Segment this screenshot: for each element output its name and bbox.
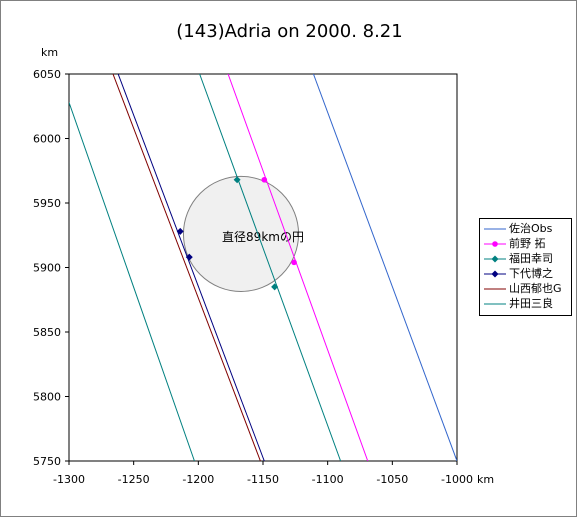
series-line-3 bbox=[117, 74, 265, 461]
y-tick-label-2: 5850 bbox=[33, 326, 61, 339]
legend-label: 佐治Obs bbox=[509, 222, 553, 235]
y-tick-label-6: 6050 bbox=[33, 68, 61, 81]
legend-marker bbox=[492, 241, 498, 247]
legend-swatch bbox=[484, 270, 506, 278]
series-point-3-1 bbox=[185, 253, 193, 261]
legend-item: 福田幸司 bbox=[480, 252, 571, 267]
legend-label: 山西郁也G bbox=[509, 282, 562, 295]
legend-item: 佐治Obs bbox=[480, 222, 571, 237]
legend-label: 下代博之 bbox=[509, 267, 553, 280]
y-axis-label: km bbox=[41, 46, 58, 59]
series-line-4 bbox=[112, 74, 261, 461]
series-lines bbox=[69, 74, 457, 461]
legend-marker bbox=[491, 270, 499, 278]
legend-swatch bbox=[484, 303, 506, 305]
legend-swatch bbox=[484, 228, 506, 230]
x-tick-label-2: -1200 bbox=[182, 473, 214, 486]
x-tick-label-0: -1300 bbox=[53, 473, 85, 486]
series-point-1-0 bbox=[261, 176, 268, 183]
legend-swatch bbox=[484, 255, 506, 263]
legend-label: 福田幸司 bbox=[509, 252, 553, 265]
legend-label: 井田三良 bbox=[509, 297, 553, 310]
legend-label: 前野 拓 bbox=[509, 237, 546, 250]
size-circle bbox=[182, 175, 300, 293]
x-tick-label-5: -1050 bbox=[376, 473, 408, 486]
legend-item: 下代博之 bbox=[480, 267, 571, 282]
legend-swatch bbox=[484, 241, 506, 247]
series-line-0 bbox=[312, 74, 457, 461]
y-tick-label-4: 5950 bbox=[33, 197, 61, 210]
series-point-2-1 bbox=[271, 283, 279, 291]
legend-item: 井田三良 bbox=[480, 297, 571, 312]
legend: 佐治Obs 前野 拓福田幸司下代博之山西郁也G 井田三良 bbox=[479, 218, 572, 316]
circle-label: 直径89kmの円 bbox=[222, 230, 304, 244]
y-tick-label-1: 5800 bbox=[33, 391, 61, 404]
legend-marker bbox=[491, 255, 499, 263]
x-tick-label-6: -1000 bbox=[441, 473, 473, 486]
x-tick-label-1: -1250 bbox=[118, 473, 150, 486]
series-point-3-0 bbox=[176, 227, 184, 235]
legend-item: 山西郁也G bbox=[480, 282, 571, 297]
legend-item: 前野 拓 bbox=[480, 237, 571, 252]
series-line-5 bbox=[69, 102, 195, 461]
chart-title: (143)Adria on 2000. 8.21 bbox=[176, 21, 403, 42]
y-tick-label-0: 5750 bbox=[33, 455, 61, 468]
x-axis-label: km bbox=[477, 473, 494, 486]
x-tick-label-4: -1100 bbox=[312, 473, 344, 486]
y-tick-label-5: 6000 bbox=[33, 133, 61, 146]
series-line-2 bbox=[199, 74, 342, 461]
legend-swatch bbox=[484, 288, 506, 290]
y-tick-label-3: 5900 bbox=[33, 262, 61, 275]
series-point-1-1 bbox=[291, 259, 297, 266]
series-line-1 bbox=[227, 74, 369, 461]
series-point-2-0 bbox=[233, 176, 241, 184]
x-tick-label-3: -1150 bbox=[247, 473, 279, 486]
